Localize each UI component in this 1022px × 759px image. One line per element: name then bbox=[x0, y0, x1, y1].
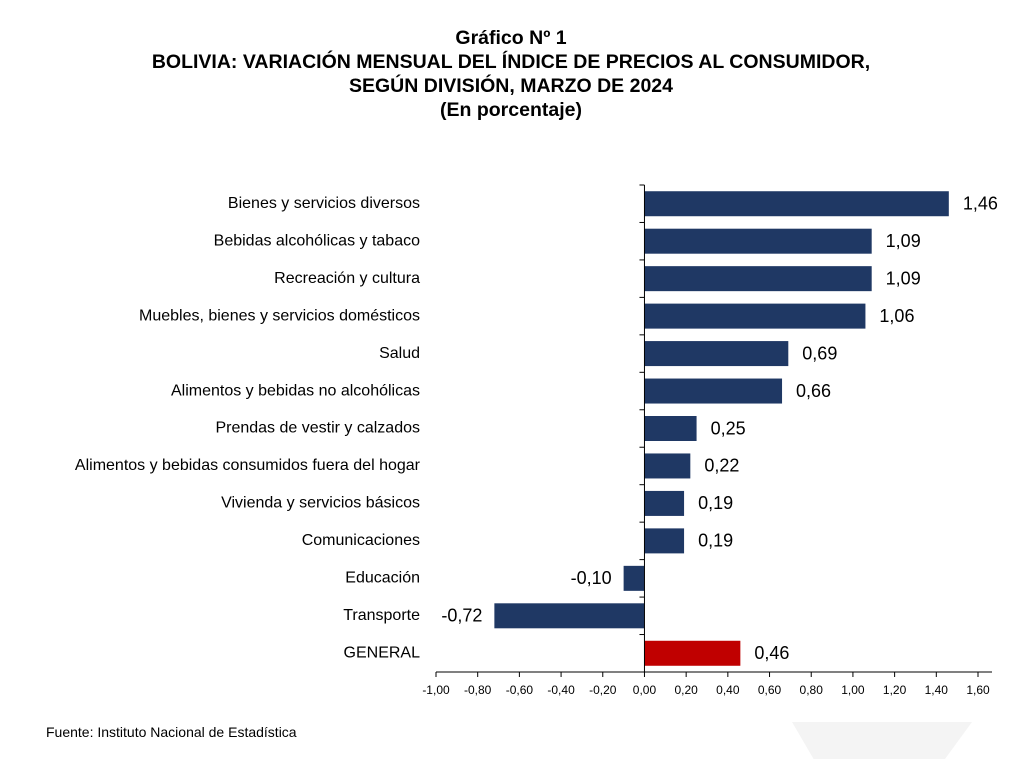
category-label: Comunicaciones bbox=[302, 532, 420, 549]
bar bbox=[644, 303, 866, 329]
category-label: Transporte bbox=[343, 607, 420, 624]
x-tick-label: -1,00 bbox=[422, 683, 450, 697]
category-label: Recreación y cultura bbox=[274, 270, 420, 287]
bar bbox=[644, 453, 691, 479]
data-label: 0,19 bbox=[698, 493, 733, 513]
data-label: -0,10 bbox=[571, 568, 612, 588]
x-tick-label: 1,60 bbox=[966, 683, 990, 697]
bar bbox=[494, 603, 645, 629]
source-note: Fuente: Instituto Nacional de Estadístic… bbox=[46, 724, 297, 740]
x-tick-label: 1,20 bbox=[883, 683, 907, 697]
category-label: Educación bbox=[345, 570, 420, 587]
x-tick-label: 1,40 bbox=[925, 683, 949, 697]
data-label: 1,06 bbox=[879, 306, 914, 326]
bar bbox=[644, 191, 949, 217]
category-label: Bienes y servicios diversos bbox=[228, 195, 420, 212]
decorative-shape bbox=[792, 722, 972, 759]
x-tick-label: -0,40 bbox=[547, 683, 575, 697]
category-label: Bebidas alcohólicas y tabaco bbox=[214, 232, 420, 249]
data-label: 0,25 bbox=[711, 418, 746, 438]
bar bbox=[644, 528, 685, 554]
category-label: Vivienda y servicios básicos bbox=[221, 495, 420, 512]
x-tick-label: 0,80 bbox=[800, 683, 824, 697]
category-label: Salud bbox=[379, 345, 420, 362]
x-tick-label: 0,60 bbox=[758, 683, 782, 697]
data-label: 1,09 bbox=[886, 231, 921, 251]
bar bbox=[644, 640, 741, 666]
category-label: Prendas de vestir y calzados bbox=[215, 420, 420, 437]
data-label: -0,72 bbox=[441, 606, 482, 626]
data-label: 0,46 bbox=[754, 643, 789, 663]
chart-title-line: BOLIVIA: VARIACIÓN MENSUAL DEL ÍNDICE DE… bbox=[151, 51, 871, 73]
data-label: 0,19 bbox=[698, 531, 733, 551]
data-label: 0,66 bbox=[796, 381, 831, 401]
bar bbox=[644, 341, 789, 367]
x-tick-label: 0,20 bbox=[674, 683, 698, 697]
bar bbox=[644, 228, 872, 254]
plot-area: Bienes y servicios diversos 1,46 Bebidas a… bbox=[75, 184, 998, 697]
category-label: Alimentos y bebidas no alcohólicas bbox=[171, 382, 420, 399]
data-label: 1,09 bbox=[886, 268, 921, 288]
bar bbox=[644, 378, 783, 404]
bar bbox=[644, 266, 872, 292]
data-label: 0,69 bbox=[802, 343, 837, 363]
category-label: Alimentos y bebidas consumidos fuera del… bbox=[75, 457, 421, 474]
category-label: GENERAL bbox=[344, 644, 421, 661]
category-label: Muebles, bienes y servicios domésticos bbox=[139, 307, 420, 324]
data-label: 1,46 bbox=[963, 193, 998, 213]
x-tick-label: -0,60 bbox=[506, 683, 534, 697]
bar bbox=[644, 490, 685, 516]
chart-title-line: (En porcentaje) bbox=[440, 99, 582, 121]
bar bbox=[644, 416, 697, 441]
chart-title-line: SEGÚN DIVISIÓN, MARZO DE 2024 bbox=[349, 75, 673, 97]
x-tick-label: 0,40 bbox=[716, 683, 740, 697]
chart-title-line: Gráfico Nº 1 bbox=[455, 27, 567, 49]
chart-title: Gráfico Nº 1 BOLIVIA: VARIACIÓN MENSUAL … bbox=[0, 26, 1022, 122]
x-tick-label: -0,80 bbox=[464, 683, 492, 697]
x-tick-label: 1,00 bbox=[841, 683, 865, 697]
x-tick-label: -0,20 bbox=[589, 683, 617, 697]
data-label: 0,22 bbox=[704, 456, 739, 476]
x-tick-label: 0,00 bbox=[633, 683, 657, 697]
bar bbox=[623, 565, 645, 591]
